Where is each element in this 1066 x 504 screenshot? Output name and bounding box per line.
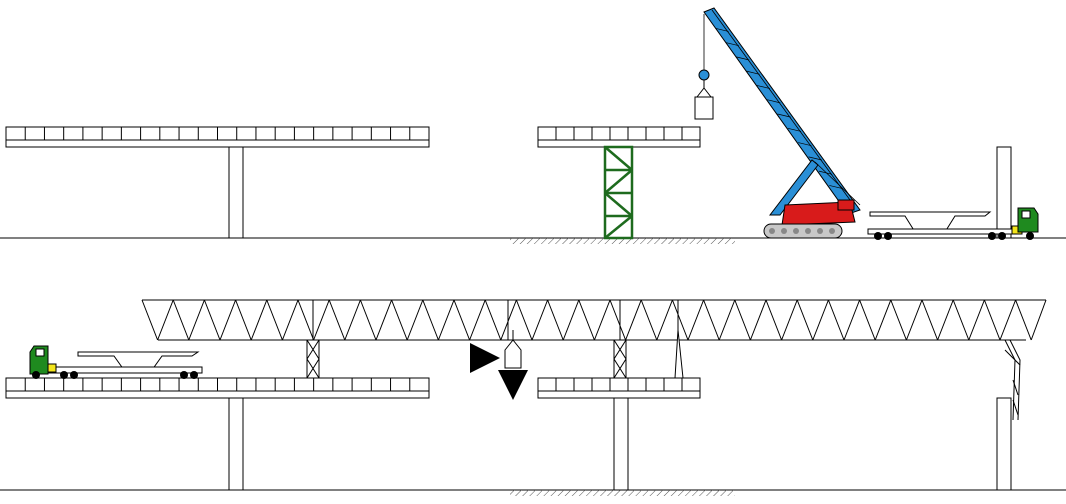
deck-left-bottom (5, 377, 430, 399)
pier-right-bottom (996, 397, 1012, 491)
pier-left-bottom (228, 397, 244, 491)
hook-block-icon (698, 69, 710, 81)
crane-boom-lattice (715, 27, 853, 204)
deck-cantilever-bottom (537, 377, 701, 399)
deck-left-top (5, 126, 430, 148)
pier-left-top (228, 146, 244, 239)
launching-truss (141, 299, 1047, 341)
truss-temporary-leg (674, 329, 684, 379)
ground-hatch-bottom (510, 490, 735, 496)
truss-front-leg (1004, 339, 1021, 421)
crane-boom (703, 7, 861, 215)
truss-support-2 (613, 339, 627, 379)
deck-cantilever-top (537, 126, 701, 148)
ground-hatch-top (510, 238, 735, 244)
pier-middle-bottom (613, 397, 629, 491)
lifted-load (694, 96, 714, 120)
segment-transport-truck-top (867, 207, 1039, 240)
crane-tracks (763, 223, 843, 239)
truss-support-1 (306, 339, 320, 379)
hanging-segment (504, 339, 522, 369)
pier-right-top (996, 146, 1012, 239)
stage-launching-gantry (0, 299, 1066, 496)
crane-body (781, 201, 856, 226)
segment-transport-truck-bottom (29, 345, 203, 379)
stage-crane-erection (0, 7, 1066, 244)
crane-track-rollers (769, 228, 835, 234)
crawler-crane (694, 7, 861, 239)
temporary-tower (603, 145, 634, 240)
